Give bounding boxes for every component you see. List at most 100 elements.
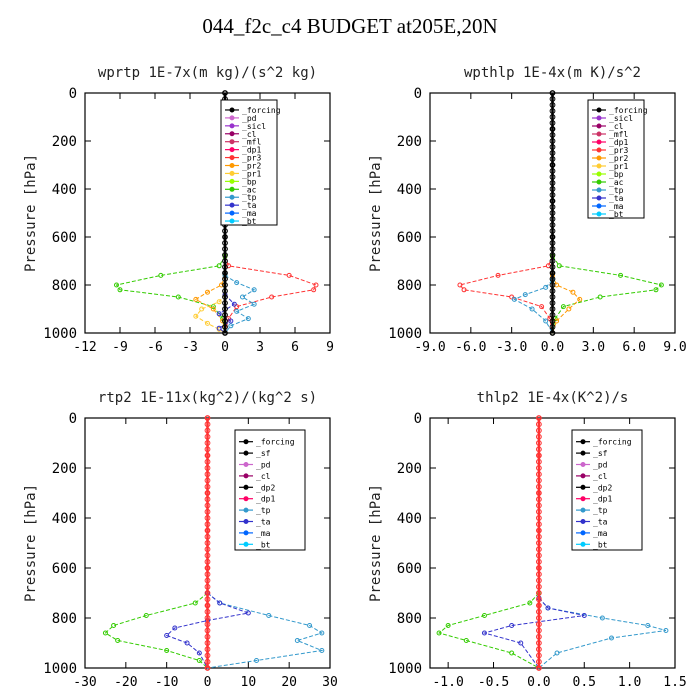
panel-1-point-pr2 (570, 289, 576, 295)
panel-2-legend-label-dp1: _dp1 (256, 495, 275, 504)
panel-3-xtick-label: -0.5 (478, 675, 509, 690)
panel-1-legend-label-pr3: _pr3 (609, 146, 628, 155)
panel-2-zero-marker (204, 527, 211, 534)
panel-1-legend-label-pr2: _pr2 (609, 154, 628, 163)
panel-2-ytick-label: 0 (69, 411, 77, 427)
panel-3-zero-marker (535, 608, 542, 615)
panel-2-xtick-label: 10 (241, 675, 257, 690)
panel-2-legend-label-tp: _tp (256, 506, 271, 515)
panel-2-title: rtp2 1E-11x(kg^2)/(kg^2 s) (98, 390, 317, 406)
panel-2-zero-marker (204, 646, 211, 653)
panel-2-zero-marker (204, 571, 211, 578)
panel-2-point-ta (184, 640, 190, 646)
panel-2-zero-marker (204, 615, 211, 621)
panel-3-zero-marker (535, 496, 542, 503)
panel-1-ytick-label: 1000 (388, 326, 422, 342)
panel-3-zero-marker (535, 508, 542, 515)
panel-2-ylabel: Pressure [hPa] (23, 484, 39, 602)
panel-2-legend-marker-dp2 (243, 484, 249, 490)
panel-2-zero-marker (204, 421, 211, 428)
panel-3-legend-label-dp1: _dp1 (593, 495, 612, 504)
panel-3-frame (429, 417, 676, 669)
panel-2-point-dp1 (192, 600, 198, 606)
panel-3-zero-marker (535, 615, 542, 621)
panel-0-zero-marker (222, 258, 228, 264)
panel-0-point-pr3 (286, 272, 292, 278)
panel-0-legend-label-pr1: _pr1 (242, 169, 261, 178)
panel-2-point-tp (266, 613, 272, 618)
panel-1-zero-marker (549, 282, 556, 288)
panel-2-zero-marker (204, 515, 211, 521)
panel-1-zero-marker (549, 276, 556, 282)
panel-2-point-ta (172, 625, 178, 631)
figure-title: 044_f2c_c4 BUDGET at205E,20N (202, 14, 498, 38)
panel-2-xtick-label: -30 (73, 675, 96, 690)
panel-2-zero-marker (204, 633, 211, 640)
panel-1-zero-marker (549, 306, 556, 312)
panel-2-zero-marker (204, 433, 211, 440)
panel-3-ytick-label: 200 (397, 461, 422, 477)
panel-2-zero-marker (204, 652, 211, 659)
panel-0-point-tp (245, 316, 251, 322)
panel-2-point-ta (196, 650, 202, 656)
panel-1-legend-marker-ac (596, 179, 602, 185)
panel-1-xtick-label: -6.0 (455, 340, 486, 355)
panel-1-point-tp (522, 292, 528, 298)
panel-2-zero-marker (204, 552, 211, 559)
panel-1-point-pr2 (566, 306, 572, 312)
panel-1-zero-marker (549, 210, 556, 216)
panel-1-legend-label-bt: _bt (609, 210, 624, 219)
panel-2-zero-marker (204, 458, 211, 465)
panel-3-point-dp1 (527, 600, 533, 606)
panel-0-legend-label-forcing: _forcing (242, 106, 281, 115)
panel-0-legend-marker-pr1 (229, 170, 235, 176)
panel-0-xtick-label: 3 (256, 340, 264, 355)
panel-1-series-tp (513, 279, 553, 334)
panel-0-zero-marker (222, 306, 228, 312)
panel-1-xtick-label: -9.0 (414, 340, 445, 355)
panel-0-point-tp (251, 287, 257, 293)
panel-1-ytick-label: 200 (397, 134, 422, 150)
panel-1-zero-marker (549, 96, 556, 102)
panel-2-legend-marker-dp1 (243, 496, 249, 502)
panel-3-series-tp (538, 597, 667, 669)
panel-2-point-tp (307, 623, 313, 628)
panel-1-legend-marker-ta (596, 195, 602, 201)
panel-1-zero-marker (549, 132, 556, 138)
panel-3-point-dp1 (463, 638, 469, 643)
panel-2-point-dp1 (102, 630, 108, 636)
panel-2-zero-marker (204, 502, 211, 509)
panel-0-zero-marker (222, 312, 228, 318)
panel-2-zero-marker (204, 640, 211, 646)
panel-3-point-tp (554, 650, 560, 656)
panel-0-legend-marker-ma (229, 210, 235, 216)
panel-2-xtick-label: 0 (204, 675, 212, 690)
panel-3-legend-marker-dp1 (580, 496, 586, 502)
panel-1-zero-marker (549, 138, 556, 144)
panel-3-ytick-label: 400 (397, 511, 422, 527)
panel-3-legend-marker-sf (580, 450, 586, 456)
panel-0-legend-marker-bt (229, 218, 235, 224)
panel-2-zero-marker (204, 577, 211, 584)
panel-0-legend-label-tp: _tp (242, 193, 257, 202)
panel-0-point-pr2 (219, 282, 224, 288)
panel-3-ytick-label: 800 (397, 611, 422, 627)
panel-3-zero-marker (535, 471, 542, 478)
panel-2-series-dp1 (104, 592, 208, 669)
panel-3-legend-marker-tp (580, 507, 586, 513)
panel-3-point-ta (518, 640, 524, 646)
panel-2-legend-label-forcing: _forcing (256, 438, 295, 447)
panel-3-zero-marker (535, 483, 542, 490)
panel-2-legend-marker-pd (243, 462, 249, 467)
panel-3-legend-marker-pd (580, 462, 586, 467)
panel-0-ytick-label: 0 (69, 86, 77, 102)
panel-2-point-tp (294, 638, 300, 643)
panel-2-point-ta (245, 610, 251, 616)
panel-0-point-ta (216, 325, 222, 331)
panel-1-legend-marker-bp (596, 171, 602, 177)
panel-0-legend-marker-sicl (229, 123, 235, 129)
panel-2-legend-box (234, 429, 306, 551)
panel-3-zero-marker (535, 533, 542, 540)
panel-1-legend-label-mfl: _mfl (609, 130, 628, 139)
panel-0-zero-marker (222, 246, 228, 252)
